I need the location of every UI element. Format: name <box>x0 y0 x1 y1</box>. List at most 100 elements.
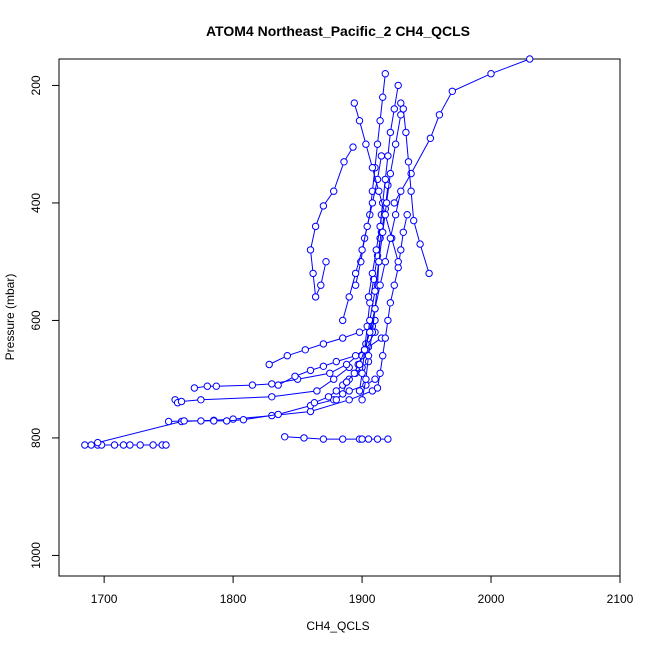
data-point <box>332 387 340 395</box>
data-point <box>119 441 128 449</box>
data-point <box>310 399 319 407</box>
data-point <box>126 441 134 449</box>
data-point <box>239 416 248 424</box>
y-tick-label: 400 <box>29 193 43 213</box>
data-point <box>386 299 395 307</box>
data-point <box>368 269 377 278</box>
data-point <box>366 316 374 325</box>
data-point <box>332 357 340 366</box>
y-tick-label: 1000 <box>29 542 43 569</box>
data-point <box>381 70 389 78</box>
data-point <box>386 234 395 242</box>
data-point <box>402 128 410 137</box>
series-15 <box>390 55 534 207</box>
data-point <box>229 415 237 423</box>
data-point <box>324 393 333 401</box>
data-point <box>311 293 320 301</box>
data-point <box>403 211 411 219</box>
series-3 <box>164 375 379 426</box>
data-point <box>397 187 405 195</box>
series-18 <box>339 152 386 325</box>
data-point <box>399 228 407 237</box>
data-point <box>87 441 95 449</box>
data-point <box>386 169 395 178</box>
data-point <box>526 55 534 63</box>
data-point <box>345 293 353 301</box>
data-point <box>339 316 347 325</box>
data-point <box>300 434 308 442</box>
data-point <box>177 397 186 406</box>
data-point <box>435 111 444 119</box>
data-point <box>394 258 402 266</box>
data-point <box>94 438 102 447</box>
data-point <box>248 381 257 389</box>
data-point <box>330 375 338 383</box>
data-point <box>386 128 395 137</box>
data-point <box>190 384 199 392</box>
data-point <box>390 281 398 289</box>
data-point <box>372 246 380 254</box>
data-point <box>281 433 289 441</box>
data-point <box>368 199 377 207</box>
x-tick-label: 1900 <box>349 592 376 606</box>
data-point <box>313 387 321 395</box>
data-point <box>382 199 391 207</box>
data-point <box>212 382 221 390</box>
data-point <box>340 158 348 166</box>
plot-frame <box>58 58 621 577</box>
series-line <box>284 436 388 440</box>
data-point <box>317 281 325 289</box>
data-point <box>265 360 273 369</box>
data-point <box>373 384 382 392</box>
data-point <box>358 369 366 377</box>
chart-title: ATOM4 Northeast_Pacific_2 CH4_QCLS <box>206 23 470 39</box>
y-tick-label: 200 <box>29 75 43 95</box>
data-point <box>330 187 338 195</box>
data-point <box>223 417 231 425</box>
data-point <box>360 346 369 354</box>
data-point <box>351 352 360 360</box>
data-point <box>487 70 495 78</box>
data-point <box>373 140 382 148</box>
data-point <box>274 410 282 419</box>
data-point <box>366 328 374 336</box>
data-point <box>391 211 400 219</box>
data-point <box>332 396 340 404</box>
data-point <box>362 140 370 148</box>
data-point <box>407 187 415 195</box>
data-point <box>384 316 392 325</box>
data-point <box>274 381 282 389</box>
data-point <box>322 258 330 266</box>
data-point <box>349 143 357 151</box>
data-point <box>350 99 358 107</box>
data-point <box>358 246 366 254</box>
data-point <box>381 211 389 219</box>
data-point <box>390 105 398 113</box>
data-point <box>319 340 328 348</box>
data-point <box>363 222 371 231</box>
data-point <box>397 246 405 254</box>
data-point <box>364 352 373 360</box>
data-point <box>319 362 328 370</box>
data-point <box>358 396 366 404</box>
data-point <box>210 417 218 425</box>
x-tick-label: 2100 <box>607 592 634 606</box>
data-point <box>326 369 334 377</box>
y-axis: 200 400 600 800 1000 <box>29 75 60 569</box>
series-21 <box>350 99 402 266</box>
data-point <box>426 134 435 143</box>
data-point <box>391 140 400 148</box>
data-point <box>268 393 276 401</box>
data-point <box>448 87 456 96</box>
data-point <box>301 346 309 354</box>
data-point <box>342 378 351 386</box>
data-point <box>416 240 424 248</box>
data-point <box>397 111 405 119</box>
data-point <box>358 435 366 443</box>
series-line <box>353 102 399 262</box>
data-point <box>362 375 370 383</box>
data-point <box>351 269 360 278</box>
series-8 <box>265 322 377 369</box>
data-point <box>368 164 377 172</box>
series-14 <box>306 143 357 301</box>
